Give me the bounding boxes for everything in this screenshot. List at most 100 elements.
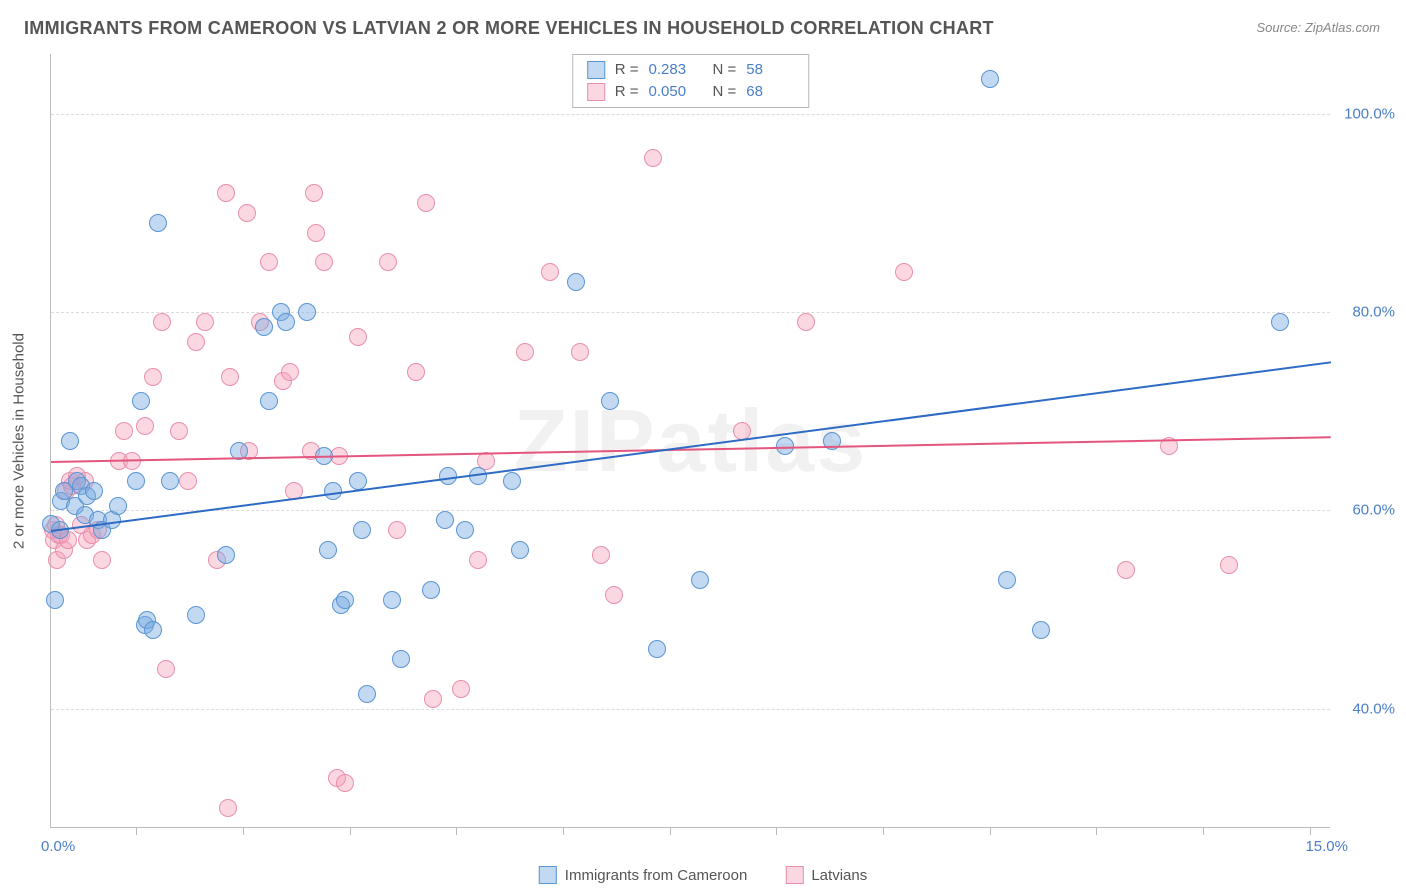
x-tick <box>563 827 564 835</box>
scatter-point-cameroon <box>324 482 342 500</box>
scatter-point-latvians <box>336 774 354 792</box>
scatter-point-latvians <box>196 313 214 331</box>
scatter-point-latvians <box>153 313 171 331</box>
scatter-point-cameroon <box>456 521 474 539</box>
scatter-point-cameroon <box>46 591 64 609</box>
scatter-point-cameroon <box>336 591 354 609</box>
swatch-cameroon <box>587 61 605 79</box>
scatter-point-cameroon <box>1032 621 1050 639</box>
scatter-point-latvians <box>1117 561 1135 579</box>
scatter-point-cameroon <box>109 497 127 515</box>
scatter-point-cameroon <box>255 318 273 336</box>
y-tick-label: 100.0% <box>1344 105 1395 122</box>
x-tick <box>456 827 457 835</box>
scatter-point-latvians <box>144 368 162 386</box>
gridline <box>51 114 1330 115</box>
scatter-point-latvians <box>136 417 154 435</box>
n-value-cameroon: 58 <box>746 59 794 81</box>
scatter-point-latvians <box>187 333 205 351</box>
scatter-point-latvians <box>315 253 333 271</box>
chart-plot-area: 2 or more Vehicles in Household ZIPatlas… <box>50 54 1330 828</box>
x-tick <box>670 827 671 835</box>
scatter-point-latvians <box>307 224 325 242</box>
scatter-point-latvians <box>407 363 425 381</box>
scatter-point-cameroon <box>503 472 521 490</box>
scatter-point-cameroon <box>511 541 529 559</box>
legend-label-latvians: Latvians <box>811 867 867 884</box>
scatter-point-latvians <box>541 263 559 281</box>
y-axis-title: 2 or more Vehicles in Household <box>11 333 28 549</box>
legend-item-cameroon: Immigrants from Cameroon <box>539 866 748 884</box>
scatter-point-cameroon <box>127 472 145 490</box>
scatter-point-latvians <box>592 546 610 564</box>
x-tick <box>350 827 351 835</box>
scatter-point-latvians <box>157 660 175 678</box>
scatter-point-cameroon <box>422 581 440 599</box>
scatter-point-latvians <box>179 472 197 490</box>
scatter-point-latvians <box>115 422 133 440</box>
gridline <box>51 510 1330 511</box>
scatter-point-latvians <box>516 343 534 361</box>
scatter-point-latvians <box>260 253 278 271</box>
legend-label-cameroon: Immigrants from Cameroon <box>565 867 748 884</box>
correlation-legend: R = 0.283 N = 58 R = 0.050 N = 68 <box>572 54 810 108</box>
y-tick-label: 60.0% <box>1352 502 1395 519</box>
scatter-point-cameroon <box>439 467 457 485</box>
scatter-point-cameroon <box>187 606 205 624</box>
watermark-text: ZIPatlas <box>514 390 867 492</box>
r-label: R = <box>615 81 639 103</box>
scatter-point-cameroon <box>383 591 401 609</box>
scatter-point-cameroon <box>298 303 316 321</box>
scatter-point-latvians <box>281 363 299 381</box>
legend-row-cameroon: R = 0.283 N = 58 <box>587 59 795 81</box>
r-label: R = <box>615 59 639 81</box>
scatter-point-cameroon <box>981 70 999 88</box>
legend-row-latvians: R = 0.050 N = 68 <box>587 81 795 103</box>
r-value-latvians: 0.050 <box>649 81 697 103</box>
scatter-point-latvians <box>605 586 623 604</box>
scatter-point-latvians <box>469 551 487 569</box>
scatter-point-cameroon <box>277 313 295 331</box>
scatter-point-latvians <box>238 204 256 222</box>
n-label: N = <box>713 59 737 81</box>
scatter-point-latvians <box>219 799 237 817</box>
swatch-latvians <box>785 866 803 884</box>
scatter-point-latvians <box>452 680 470 698</box>
scatter-point-cameroon <box>691 571 709 589</box>
x-tick <box>243 827 244 835</box>
x-tick <box>1203 827 1204 835</box>
scatter-point-cameroon <box>319 541 337 559</box>
scatter-point-latvians <box>305 184 323 202</box>
scatter-point-cameroon <box>998 571 1016 589</box>
scatter-point-latvians <box>221 368 239 386</box>
legend-item-latvians: Latvians <box>785 866 867 884</box>
x-tick <box>990 827 991 835</box>
y-tick-label: 80.0% <box>1352 304 1395 321</box>
scatter-point-latvians <box>571 343 589 361</box>
scatter-point-latvians <box>379 253 397 271</box>
y-tick-label: 40.0% <box>1352 700 1395 717</box>
x-tick <box>136 827 137 835</box>
x-tick <box>1096 827 1097 835</box>
swatch-cameroon <box>539 866 557 884</box>
swatch-latvians <box>587 83 605 101</box>
scatter-point-cameroon <box>85 482 103 500</box>
source-label: Source: ZipAtlas.com <box>1256 20 1380 35</box>
scatter-point-latvians <box>170 422 188 440</box>
scatter-point-cameroon <box>648 640 666 658</box>
scatter-point-cameroon <box>358 685 376 703</box>
scatter-point-cameroon <box>567 273 585 291</box>
scatter-point-cameroon <box>353 521 371 539</box>
scatter-point-latvians <box>417 194 435 212</box>
scatter-point-cameroon <box>144 621 162 639</box>
x-tick <box>1310 827 1311 835</box>
x-tick <box>883 827 884 835</box>
scatter-point-cameroon <box>392 650 410 668</box>
gridline <box>51 709 1330 710</box>
x-axis-max-label: 15.0% <box>1305 838 1348 855</box>
scatter-point-latvians <box>1220 556 1238 574</box>
chart-title: IMMIGRANTS FROM CAMEROON VS LATVIAN 2 OR… <box>24 18 994 39</box>
scatter-point-cameroon <box>61 432 79 450</box>
n-label: N = <box>713 81 737 103</box>
scatter-point-latvians <box>217 184 235 202</box>
